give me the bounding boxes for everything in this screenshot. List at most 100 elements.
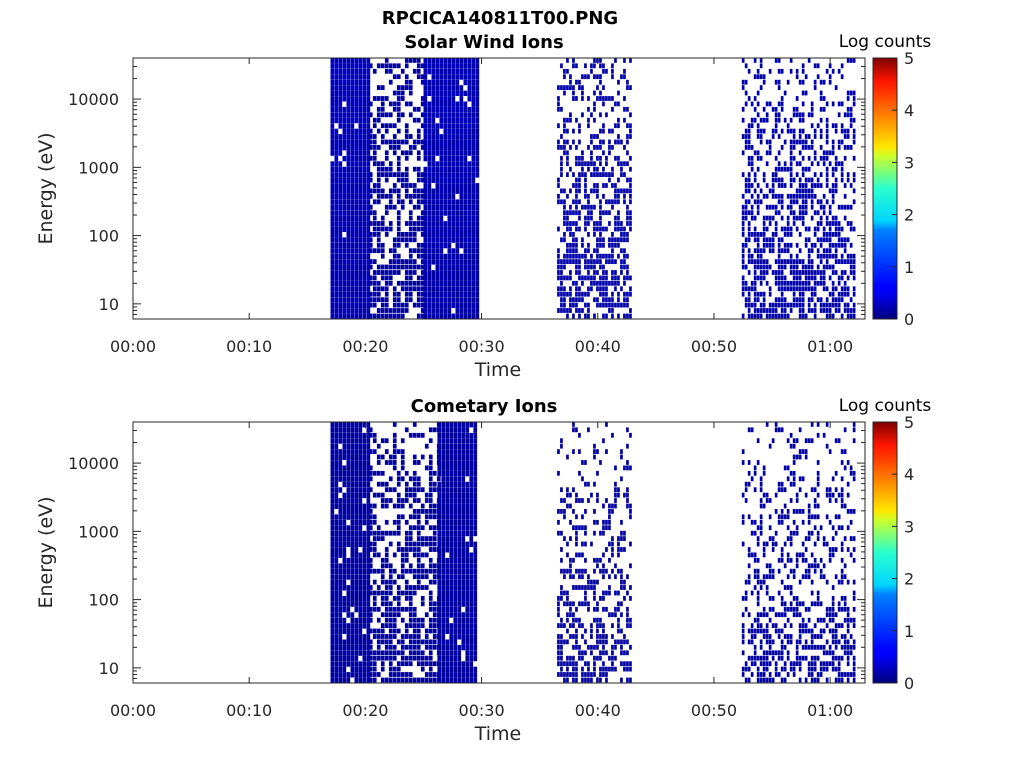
heatmap-cell	[392, 248, 397, 254]
heatmap-cell	[465, 639, 470, 645]
y-tick-label: 100	[88, 227, 119, 246]
heatmap-cell	[342, 106, 347, 113]
heatmap-cell	[445, 519, 450, 526]
heatmap-cell	[467, 166, 472, 173]
heatmap-cell	[342, 221, 347, 227]
heatmap-cell	[611, 106, 614, 112]
heatmap-cell	[354, 443, 359, 450]
heatmap-cell	[469, 617, 474, 624]
heatmap-cell	[437, 460, 442, 466]
heatmap-cell	[437, 563, 442, 569]
heatmap-cell	[330, 666, 335, 673]
heatmap-cell	[463, 226, 468, 232]
heatmap-cell	[741, 85, 745, 90]
heatmap-cell	[358, 221, 363, 227]
heatmap-cell	[346, 432, 351, 439]
heatmap-cell	[457, 514, 462, 520]
heatmap-cell	[412, 259, 417, 264]
heatmap-cell	[362, 666, 367, 673]
heatmap-cell	[469, 579, 474, 586]
heatmap-cell	[798, 134, 802, 139]
heatmap-cell	[750, 253, 754, 259]
heatmap-cell	[560, 644, 563, 650]
heatmap-cell	[563, 139, 566, 145]
heatmap-cell	[596, 96, 599, 101]
heatmap-cell	[334, 579, 339, 586]
heatmap-cell	[792, 106, 796, 112]
heatmap-cell	[447, 128, 452, 135]
heatmap-cell	[584, 585, 587, 590]
heatmap-cell	[789, 280, 793, 286]
heatmap-cell	[557, 639, 560, 645]
heatmap-cell	[354, 574, 359, 580]
heatmap-cell	[362, 297, 367, 303]
heatmap-cell	[358, 519, 363, 526]
heatmap-cell	[457, 666, 462, 673]
heatmap-cell	[819, 215, 823, 221]
heatmap-cell	[590, 677, 593, 683]
heatmap-cell	[840, 74, 844, 80]
heatmap-cell	[334, 634, 339, 640]
heatmap-cell	[392, 612, 397, 618]
heatmap-cell	[626, 253, 629, 259]
heatmap-cell	[416, 139, 421, 145]
heatmap-cell	[342, 661, 347, 667]
heatmap-cell	[840, 253, 844, 259]
heatmap-cell	[608, 297, 611, 303]
heatmap-cell	[350, 530, 355, 537]
heatmap-cell	[424, 639, 429, 645]
heatmap-cell	[629, 210, 632, 216]
colorbar-tick-label: 5	[904, 49, 914, 68]
heatmap-cell	[338, 487, 343, 493]
heatmap-cell	[581, 275, 584, 281]
heatmap-cell	[804, 237, 808, 243]
heatmap-cell	[368, 476, 373, 482]
heatmap-cell	[852, 117, 856, 123]
heatmap-cell	[620, 172, 623, 177]
heatmap-cell	[750, 590, 754, 596]
heatmap-cell	[849, 226, 853, 232]
heatmap-cell	[753, 106, 757, 112]
heatmap-cell	[798, 79, 802, 85]
heatmap-cell	[342, 242, 347, 249]
heatmap-cell	[338, 536, 343, 542]
heatmap-cell	[445, 465, 450, 471]
heatmap-cell	[575, 568, 578, 574]
heatmap-cell	[400, 465, 405, 471]
heatmap-cell	[614, 242, 617, 248]
heatmap-cell	[623, 297, 626, 303]
heatmap-cell	[451, 275, 456, 281]
heatmap-cell	[471, 286, 476, 292]
heatmap-cell	[623, 661, 626, 667]
heatmap-cell	[441, 465, 446, 471]
heatmap-cell	[451, 74, 456, 80]
heatmap-cell	[475, 259, 480, 265]
heatmap-cell	[614, 259, 617, 264]
heatmap-cell	[599, 128, 602, 134]
heatmap-cell	[350, 519, 355, 526]
heatmap-cell	[423, 155, 428, 162]
heatmap-cell	[354, 85, 359, 91]
heatmap-cell	[807, 188, 811, 194]
heatmap-cell	[825, 313, 829, 319]
heatmap-cell	[843, 280, 847, 286]
heatmap-cell	[584, 557, 587, 563]
heatmap-cell	[346, 117, 351, 124]
heatmap-cell	[575, 226, 578, 232]
heatmap-cell	[330, 579, 335, 586]
heatmap-cell	[629, 596, 632, 601]
heatmap-cell	[334, 280, 339, 287]
heatmap-cell	[469, 465, 474, 471]
heatmap-cell	[400, 172, 405, 177]
heatmap-cell	[346, 514, 351, 520]
heatmap-cell	[590, 139, 593, 145]
heatmap-cell	[774, 117, 778, 123]
heatmap-cell	[455, 155, 460, 162]
heatmap-cell	[846, 221, 850, 226]
heatmap-cell	[620, 161, 623, 167]
heatmap-cell	[404, 644, 409, 650]
heatmap-cell	[412, 58, 417, 63]
heatmap-cell	[840, 161, 844, 167]
heatmap-cell	[453, 628, 458, 634]
heatmap-cell	[557, 101, 560, 107]
